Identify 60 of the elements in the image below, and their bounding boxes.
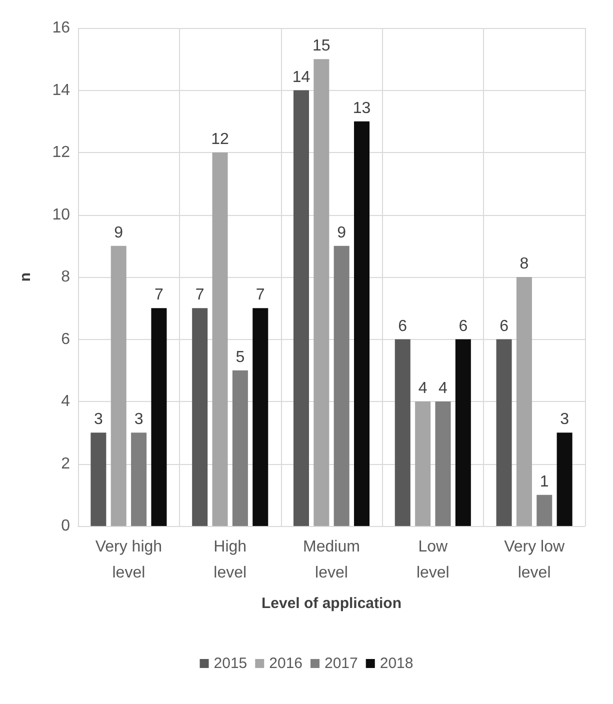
legend-label: 2018: [380, 655, 414, 672]
data-label: 4: [418, 380, 428, 397]
data-label: 13: [352, 100, 371, 117]
x-tick-label: Very low level: [504, 538, 565, 582]
bar: [415, 402, 431, 526]
bar: [455, 339, 471, 526]
data-label: 12: [211, 131, 230, 148]
bar: [556, 432, 572, 526]
data-label: 8: [520, 256, 529, 272]
bar: [536, 494, 552, 526]
data-label: 5: [236, 348, 245, 366]
legend-label: 2015: [214, 655, 248, 672]
data-label: 6: [398, 318, 408, 335]
bar: [232, 370, 248, 526]
legend-label: 2017: [324, 655, 358, 672]
x-tick-label: Very high level: [95, 538, 162, 582]
x-axis-title: Level of application: [261, 595, 402, 612]
data-label: 3: [560, 411, 570, 428]
legend-label: 2016: [269, 655, 303, 672]
y-tick-label: 8: [61, 268, 70, 286]
bar: [293, 90, 309, 526]
data-label: 3: [134, 411, 144, 428]
x-tick-label: Medium level: [303, 538, 360, 582]
data-label: 3: [94, 411, 103, 428]
data-label: 15: [312, 38, 330, 55]
bar: [90, 432, 106, 526]
y-axis-title: n: [17, 272, 34, 282]
bar: [110, 246, 126, 526]
bar: [354, 121, 370, 526]
y-tick-label: 14: [52, 82, 70, 99]
bar: [252, 308, 268, 526]
bar: [212, 152, 228, 526]
data-label: 7: [154, 286, 164, 304]
data-label: 4: [438, 380, 448, 397]
bar: [435, 402, 451, 526]
x-tick-label: High level: [214, 538, 247, 582]
data-label: 14: [292, 68, 310, 86]
y-tick-label: 6: [61, 330, 70, 348]
data-label: 7: [256, 286, 265, 304]
bar: [496, 339, 512, 526]
bar: [151, 308, 167, 526]
y-tick-label: 2: [61, 455, 70, 472]
y-tick-label: 16: [52, 20, 70, 36]
bar: [131, 432, 147, 526]
data-label: 9: [337, 224, 346, 242]
bar: [314, 59, 330, 526]
data-label: 1: [540, 473, 549, 490]
data-label: 6: [500, 318, 509, 335]
y-tick-label: 0: [61, 518, 70, 534]
bar: [394, 339, 410, 526]
y-tick-label: 4: [61, 393, 70, 410]
bar: [334, 246, 350, 526]
y-tick-label: 10: [52, 206, 70, 224]
data-label: 6: [458, 318, 468, 335]
bar: [516, 277, 532, 526]
bar: [192, 308, 208, 526]
data-label: 7: [195, 286, 204, 304]
data-label: 9: [114, 224, 124, 242]
x-tick-label: Low level: [416, 538, 450, 582]
y-tick-label: 12: [52, 144, 70, 161]
